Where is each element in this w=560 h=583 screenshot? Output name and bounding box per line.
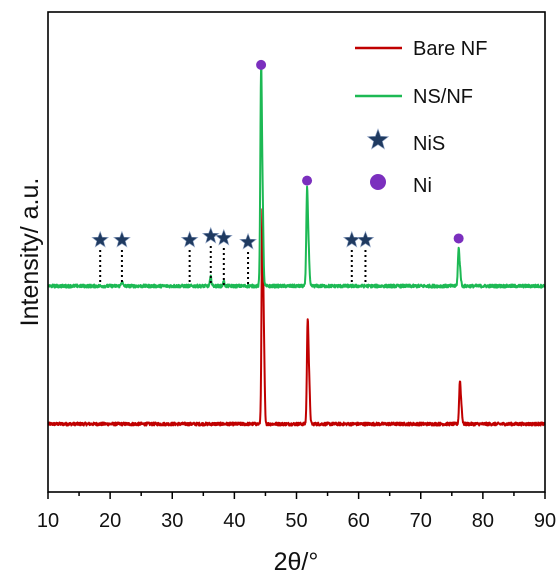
x-tick-label: 40 [223,510,245,532]
legend-label-ns-nf: NS/NF [413,86,473,108]
nis-star-marker [201,226,220,244]
x-tick-label: 70 [410,510,432,532]
legend: Bare NF NS/NF NiS Ni [355,38,487,197]
ni-dot-marker [256,59,267,70]
legend-label-nis: NiS [413,133,445,155]
x-axis-tick-labels: 10 20 30 40 50 60 70 80 90 [37,510,556,532]
nis-star-marker [180,230,199,248]
nis-star-marker [342,230,361,248]
legend-swatch-nis [366,128,390,150]
ni-dot-marker [302,175,313,186]
x-axis-ticks [47,492,546,499]
chart-plot-layer [47,59,546,427]
x-tick-label: 60 [348,510,370,532]
nis-star-marker [113,230,131,248]
series-line-bare-nf [47,208,546,427]
legend-label-ni: Ni [413,175,432,197]
series-line-ns-nf [47,66,546,289]
nis-star-marker [214,228,233,246]
nis-star-marker [239,232,257,250]
x-tick-label: 20 [99,510,121,532]
x-tick-label: 10 [37,510,59,532]
x-tick-label: 30 [161,510,183,532]
y-axis-title: Intensity/ a.u. [16,178,44,327]
x-tick-label: 50 [285,510,307,532]
nis-star-marker [356,230,375,248]
x-axis-title: 2θ/° [274,548,319,576]
x-tick-label: 80 [472,510,494,532]
legend-swatch-ni [370,174,386,190]
nis-star-marker [91,230,110,248]
legend-label-bare-nf: Bare NF [413,38,487,60]
ni-dot-marker [453,233,464,244]
x-tick-label: 90 [534,510,556,532]
